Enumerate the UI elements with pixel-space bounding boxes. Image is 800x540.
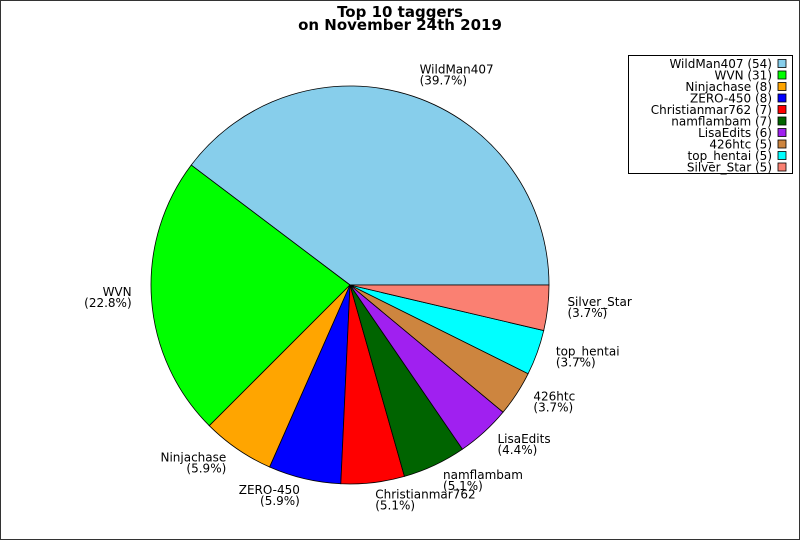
legend-label: namflambam (7) [671,115,772,129]
slice-percent: (3.7%) [567,306,607,320]
slice-percent: (22.8%) [84,296,131,310]
slice-label: namflambam [443,468,523,482]
slice-percent: (3.7%) [533,401,573,415]
legend-box [628,55,793,174]
legend-label: Ninjachase (8) [685,80,772,94]
legend-swatch [777,116,787,126]
legend-swatch [777,59,787,68]
slice-label: ZERO-450 [239,483,300,497]
pie-slice [190,85,550,286]
legend-label: LisaEdits (6) [698,126,772,140]
slice-percent: (5.1%) [375,498,415,512]
legend-swatch [777,151,787,160]
slice-label: WildMan407 [420,62,494,76]
slice-label: 426htc [533,390,575,404]
legend-label: ZERO-450 (8) [690,92,772,106]
slice-label: top_hentai [556,344,620,358]
slice-label: Silver_Star [567,295,631,309]
slice-label: WVN [103,285,132,299]
slice-percent: (5.9%) [260,494,300,508]
slice-label: Christianmar762 [375,487,475,501]
chart-subtitle: on November 24th 2019 [298,16,502,34]
legend-swatch [777,128,787,137]
legend-label: 426htc (5) [709,138,772,152]
slice-label: LisaEdits [497,432,550,446]
legend-label: Christianmar762 (7) [651,103,772,117]
pie-slice [349,284,550,332]
slice-percent: (5.9%) [186,462,226,476]
slice-percent: (39.7%) [420,73,467,87]
legend-label: WildMan407 (54) [669,57,772,71]
legend-label: top_hentai (5) [688,149,772,163]
chart-title: Top 10 taggers [337,3,463,21]
legend-swatch [777,139,787,149]
legend-label: Silver_Star (5) [687,161,772,175]
slice-percent: (4.4%) [497,443,537,457]
legend-swatch [777,70,787,80]
legend-swatch [777,162,787,172]
slice-percent: (5.1%) [443,479,483,493]
slice-percent: (3.7%) [556,355,596,369]
legend-swatch [777,105,787,114]
slice-label: Ninjachase [160,451,226,465]
legend-swatch [777,93,787,103]
legend-label: WVN (31) [715,69,773,83]
pie-slice [150,164,351,427]
legend-swatch [777,82,787,91]
